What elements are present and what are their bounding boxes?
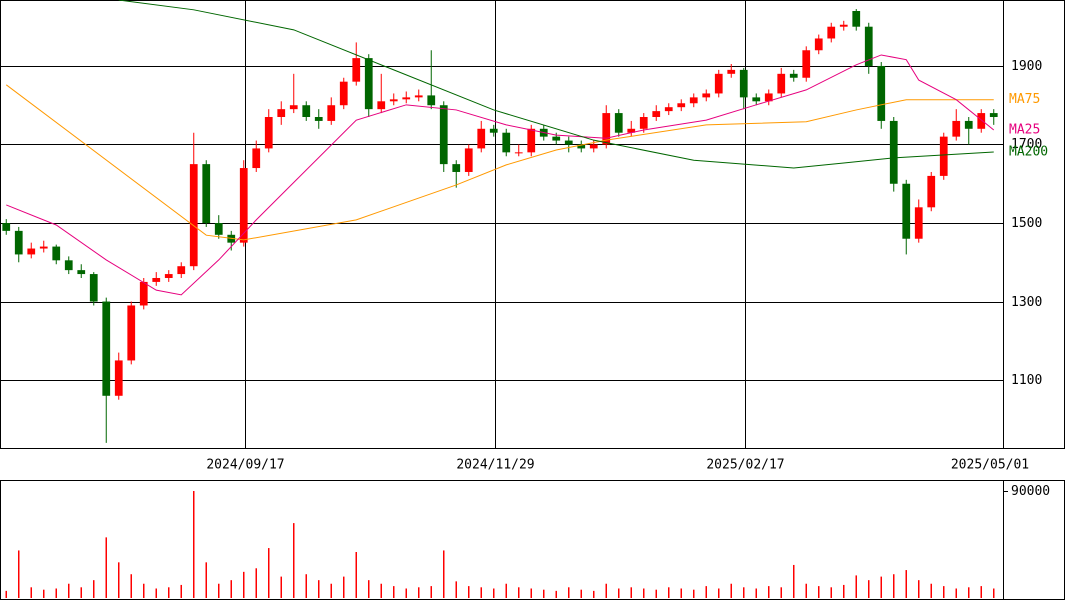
- candle-body: [564, 140, 573, 145]
- candle-body: [602, 113, 611, 145]
- candle-body: [777, 73, 786, 94]
- candle-body: [364, 58, 373, 110]
- candle-body: [14, 230, 23, 255]
- y-tick-label: 90000: [1011, 484, 1050, 499]
- candle-body: [527, 128, 536, 153]
- candle-body: [189, 164, 198, 267]
- candle-body: [177, 266, 186, 275]
- candle-body: [139, 281, 148, 306]
- candle-body: [152, 277, 161, 282]
- candle-body: [952, 120, 961, 137]
- moving-average-line: [5, 84, 994, 241]
- candle-body: [877, 65, 886, 121]
- moving-average-line: [6, 54, 995, 296]
- candle-body: [889, 120, 898, 184]
- candle-body: [477, 128, 486, 149]
- candle-body: [302, 105, 311, 118]
- candle-body: [39, 246, 48, 249]
- candle-body: [739, 69, 748, 98]
- y-tick-label: 1500: [1011, 216, 1042, 231]
- candle-body: [214, 223, 223, 235]
- candle-body: [64, 260, 73, 271]
- candle-body: [102, 301, 111, 396]
- candle-body: [764, 93, 773, 102]
- candle-body: [252, 148, 261, 169]
- candle-body: [589, 144, 598, 149]
- candle-body: [327, 105, 336, 121]
- candle-body: [427, 95, 436, 106]
- volume-frame: [0, 480, 1065, 600]
- candle-body: [627, 128, 636, 133]
- candle-body: [202, 164, 211, 224]
- legend-label: MA25: [1009, 122, 1040, 137]
- candle-body: [77, 270, 86, 275]
- candle-body: [414, 95, 423, 98]
- candle-body: [902, 183, 911, 239]
- candle-body: [89, 274, 98, 302]
- candle-body: [614, 113, 623, 133]
- y-tick-label: 1900: [1011, 59, 1042, 74]
- candle-body: [864, 26, 873, 66]
- candle-body: [277, 109, 286, 118]
- candle-body: [927, 175, 936, 208]
- candle-body: [314, 117, 323, 121]
- candle-body: [514, 152, 523, 154]
- y-tick-label: 1300: [1011, 295, 1042, 310]
- candle-body: [164, 274, 173, 278]
- candle-body: [639, 117, 648, 129]
- y-tick-label: 1700: [1011, 137, 1042, 152]
- candle-body: [377, 101, 386, 110]
- candle-body: [789, 73, 798, 78]
- candle-body: [852, 10, 861, 27]
- candle-body: [702, 93, 711, 98]
- candle-body: [289, 105, 298, 110]
- candle-body: [914, 207, 923, 239]
- candle-body: [127, 305, 136, 361]
- moving-average-line: [118, 0, 994, 169]
- y-tick-label: 1100: [1011, 373, 1042, 388]
- candle-body: [27, 248, 36, 255]
- candle-body: [989, 113, 998, 118]
- candle-body: [839, 24, 848, 27]
- candle-body: [264, 117, 273, 149]
- candle-body: [802, 50, 811, 78]
- candle-body: [502, 132, 511, 153]
- candle-body: [664, 107, 673, 112]
- x-tick-label: 2025/05/01: [951, 458, 1029, 473]
- candle-body: [689, 97, 698, 104]
- candle-body: [977, 113, 986, 129]
- candle-body: [727, 69, 736, 74]
- candle-body: [814, 38, 823, 51]
- candle-body: [677, 103, 686, 108]
- candle-body: [827, 26, 836, 39]
- candle-body: [452, 164, 461, 172]
- candle-body: [402, 97, 411, 100]
- candle-body: [552, 136, 561, 141]
- candle-body: [389, 99, 398, 102]
- candle-body: [339, 81, 348, 106]
- x-tick-label: 2024/09/17: [206, 458, 284, 473]
- candle-body: [52, 246, 61, 261]
- candle-body: [464, 148, 473, 172]
- x-tick-label: 2024/11/29: [456, 458, 534, 473]
- candle-body: [939, 136, 948, 176]
- candle-body: [652, 111, 661, 118]
- candle-body: [489, 128, 498, 133]
- candle-body: [114, 360, 123, 396]
- candle-body: [964, 120, 973, 129]
- candle-body: [352, 58, 361, 82]
- candle-body: [577, 144, 586, 149]
- legend-label: MA200: [1009, 144, 1048, 159]
- candle-body: [439, 105, 448, 165]
- x-tick-label: 2025/02/17: [706, 458, 784, 473]
- legend-label: MA75: [1009, 92, 1040, 107]
- candle-body: [714, 73, 723, 94]
- candle-body: [2, 223, 11, 231]
- candle-body: [239, 168, 248, 243]
- candle-body: [752, 97, 761, 102]
